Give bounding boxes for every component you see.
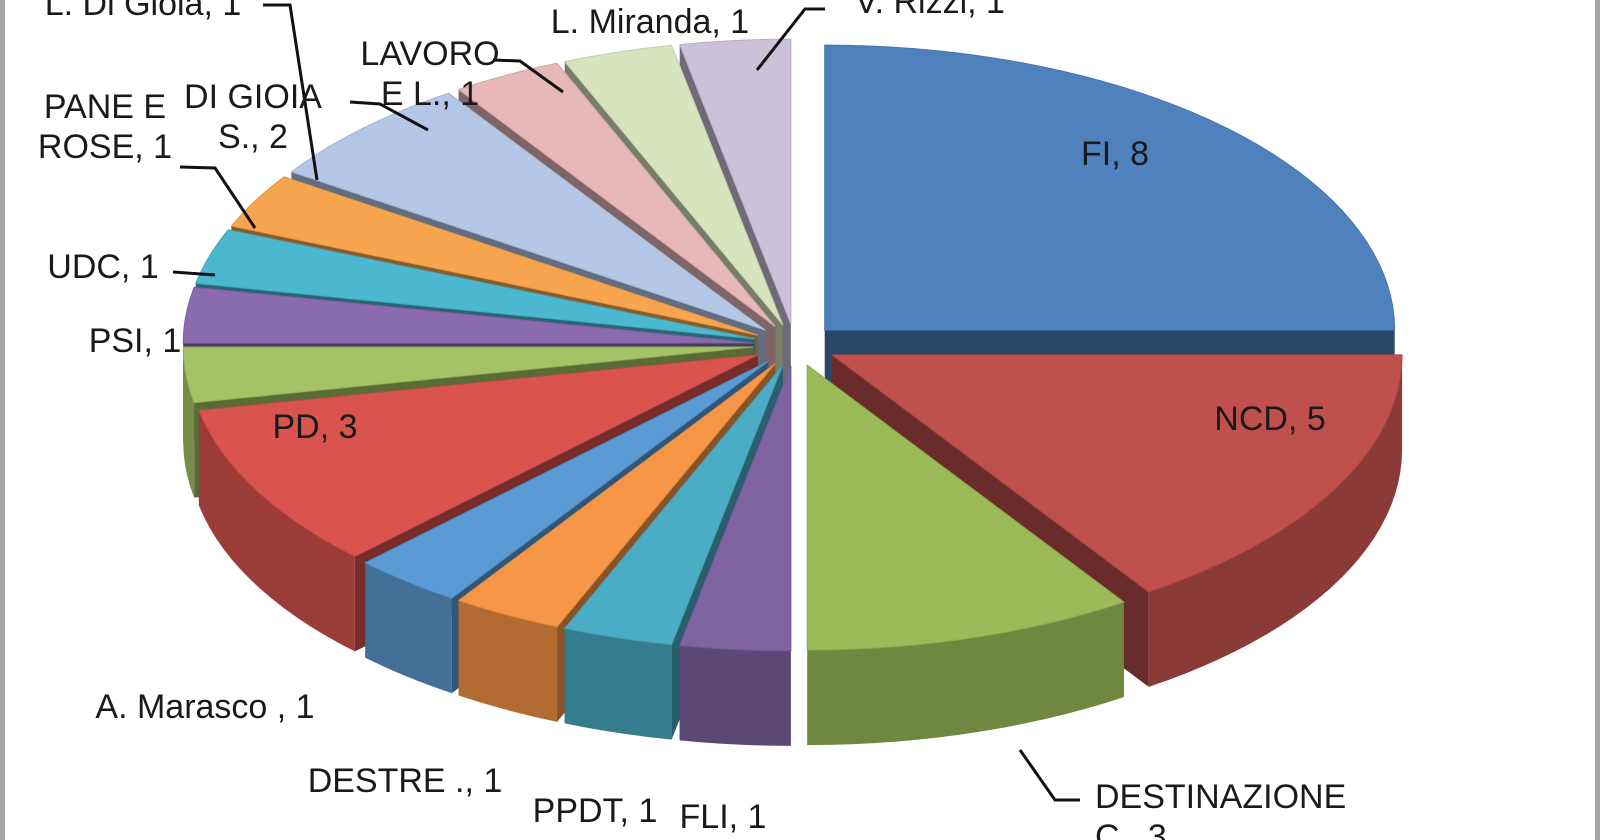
pie-slice-3 — [678, 365, 792, 746]
pie-chart: FI, 8 NCD, 5 DESTINAZIONE C., 3 FLI, 1 PPDT, … — [38, 0, 1403, 840]
slice-label-12: DI GIOIA S., 2 — [184, 78, 322, 156]
slice-label-3: FLI, 1 — [680, 798, 767, 836]
leader-line-9 — [172, 270, 216, 277]
leader-line-12 — [349, 100, 429, 132]
leader-line-2 — [1018, 749, 1080, 802]
slice-label-0: FI, 8 — [1081, 135, 1149, 173]
slice-label-14: L. Miranda, 1 — [551, 3, 749, 41]
slice-label-15: V. Rizzi, 1 — [855, 0, 1005, 21]
leader-line-13 — [492, 58, 564, 94]
slice-label-13: LAVORO E L., 1 — [360, 35, 499, 113]
leader-line-15 — [755, 7, 825, 71]
slice-label-10: PANE E ROSE, 1 — [38, 88, 172, 166]
slice-label-5: DESTRE ., 1 — [308, 762, 503, 800]
slice-label-1: NCD, 5 — [1214, 400, 1325, 438]
slice-label-8: PSI, 1 — [89, 322, 182, 360]
slice-label-11: L. Di Gioia, 1 — [45, 0, 242, 23]
slice-label-9: UDC, 1 — [47, 248, 158, 286]
slice-label-6: A. Marasco , 1 — [95, 688, 314, 726]
leader-line-11 — [263, 3, 319, 181]
slice-label-4: PPDT, 1 — [533, 792, 658, 830]
leader-line-10 — [179, 165, 257, 229]
slice-label-7: PD, 3 — [272, 408, 357, 446]
slice-label-2: DESTINAZIONE C., 3 — [1095, 778, 1346, 840]
pie-slice-2 — [806, 364, 1125, 746]
